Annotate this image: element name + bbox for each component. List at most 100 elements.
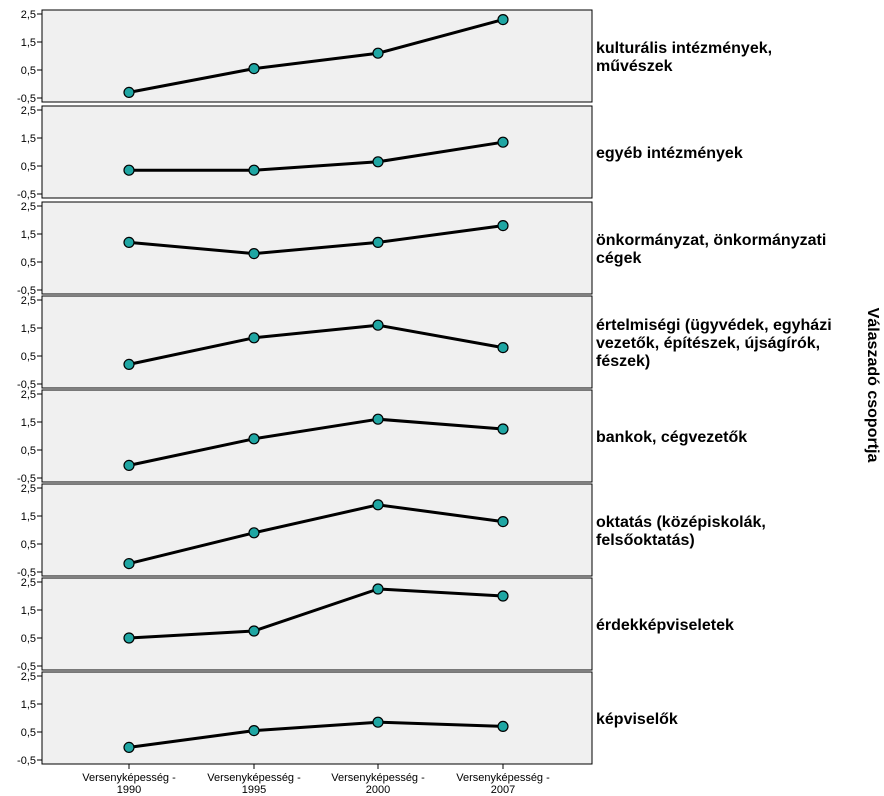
panel-background (41, 577, 593, 671)
y-tick-label: 0,5 (21, 727, 36, 739)
y-tick-label: 2,5 (21, 9, 36, 21)
panel-background (41, 295, 593, 389)
data-point (123, 557, 135, 570)
y-tick-label: 2,5 (21, 295, 36, 307)
panel-6: 2,5 1,5 0,5 -0,5 oktatás (középiskolák,felső… (17, 483, 766, 579)
data-point (497, 136, 509, 148)
series-line (128, 224, 504, 256)
y-tick-label: 0,5 (21, 539, 36, 551)
y-tick-label: -0,5 (17, 189, 36, 201)
y-tick-label: 2,5 (21, 105, 36, 117)
data-point (372, 319, 384, 331)
panel-1: 2,5 1,5 0,5 -0,5 kulturális intézmények,művé… (17, 9, 772, 105)
data-point (248, 62, 260, 75)
data-point (123, 358, 135, 370)
panel-label: egyéb intézmények (596, 145, 743, 162)
panel-3: 2,5 1,5 0,5 -0,5 önkormányzat, önkormányzati… (17, 201, 826, 297)
panel-label: cégek (596, 250, 641, 267)
data-point (248, 248, 260, 260)
y-tick-label: 1,5 (21, 605, 36, 617)
data-point (497, 423, 509, 435)
data-point (497, 590, 509, 602)
panel-4: 2,5 1,5 0,5 -0,5 értelmiségi (ügyvédek, egyh… (17, 295, 832, 391)
data-point (497, 515, 509, 528)
data-point (372, 716, 384, 728)
data-point (248, 724, 260, 737)
panel-label: érdekképviseletek (596, 617, 734, 634)
y-tick-label: 0,5 (21, 65, 36, 77)
panel-label: felsőoktatás) (596, 532, 695, 549)
y-tick-label: -0,5 (17, 473, 36, 485)
series-line (128, 503, 504, 566)
x-tick-label: Versenyképesség - (331, 772, 425, 784)
data-point (123, 236, 135, 248)
y-tick-label: -0,5 (17, 285, 36, 297)
series-line (128, 323, 504, 366)
y-tick-label: -0,5 (17, 93, 36, 105)
facet-title: Válaszadó csoportja (864, 308, 881, 463)
data-point (497, 14, 509, 26)
series-line (128, 417, 504, 467)
panel-label: bankok, cégvezetők (596, 429, 747, 446)
y-tick-label: 0,5 (21, 257, 36, 269)
panel-7: 2,5 1,5 0,5 -0,5 érdekképviseletek (17, 577, 734, 673)
series-line (128, 720, 504, 749)
y-tick-label: 0,5 (21, 351, 36, 363)
panel-label: oktatás (középiskolák, (596, 514, 766, 531)
y-tick-label: 1,5 (21, 323, 36, 335)
series-line (128, 18, 504, 94)
panel-label: önkormányzat, önkormányzati (596, 232, 826, 249)
y-tick-label: -0,5 (17, 661, 36, 673)
panel-label: értelmiségi (ügyvédek, egyházi (596, 317, 832, 334)
x-tick-label: Versenyképesség - (456, 772, 550, 784)
panel-label: fészek) (596, 353, 650, 370)
y-tick-label: 1,5 (21, 699, 36, 711)
data-point (123, 632, 135, 644)
x-tick-label: 1995 (242, 784, 266, 796)
data-point (248, 625, 260, 637)
data-point (123, 741, 135, 754)
data-point (372, 236, 384, 248)
y-tick-label: -0,5 (17, 755, 36, 767)
y-tick-label: -0,5 (17, 379, 36, 391)
panel-5: 2,5 1,5 0,5 -0,5 bankok, cégvezetők (17, 389, 747, 485)
y-tick-label: 2,5 (21, 577, 36, 589)
y-tick-label: 0,5 (21, 445, 36, 457)
panel-label: képviselők (596, 711, 678, 728)
y-tick-label: 0,5 (21, 633, 36, 645)
data-point (372, 499, 384, 511)
x-tick-label: Versenyképesség - (207, 772, 301, 784)
data-point (248, 164, 260, 176)
y-tick-label: 1,5 (21, 417, 36, 429)
data-point (372, 47, 384, 59)
data-point (497, 342, 509, 354)
data-point (248, 527, 260, 539)
panel-label: kulturális intézmények, (596, 40, 772, 57)
data-point (372, 156, 384, 168)
x-tick-label: 2000 (366, 784, 390, 796)
panel-background (41, 9, 593, 103)
y-tick-label: 1,5 (21, 229, 36, 241)
x-tick-label: Versenyképesség - (82, 772, 176, 784)
series-line (128, 587, 504, 640)
data-point (497, 720, 509, 733)
data-point (123, 164, 135, 176)
y-tick-label: 2,5 (21, 671, 36, 683)
y-tick-label: 2,5 (21, 201, 36, 213)
y-tick-label: 0,5 (21, 161, 36, 173)
x-tick-label: 2007 (491, 784, 515, 796)
y-tick-label: 2,5 (21, 483, 36, 495)
panel-background (41, 105, 593, 199)
y-tick-label: -0,5 (17, 567, 36, 579)
panel-2: 2,5 1,5 0,5 -0,5 egyéb intézmények (17, 105, 743, 201)
data-point (372, 583, 384, 595)
series-line (129, 140, 504, 172)
panel-label: vezetők, építészek, újságírók, (596, 335, 820, 352)
data-point (248, 433, 260, 445)
panel-label: művészek (596, 58, 673, 75)
y-tick-label: 1,5 (21, 133, 36, 145)
y-tick-label: 1,5 (21, 511, 36, 523)
x-tick-label: 1990 (117, 784, 141, 796)
data-point (123, 86, 135, 99)
panel-8: 2,5 1,5 0,5 -0,5 képviselők (17, 671, 678, 767)
